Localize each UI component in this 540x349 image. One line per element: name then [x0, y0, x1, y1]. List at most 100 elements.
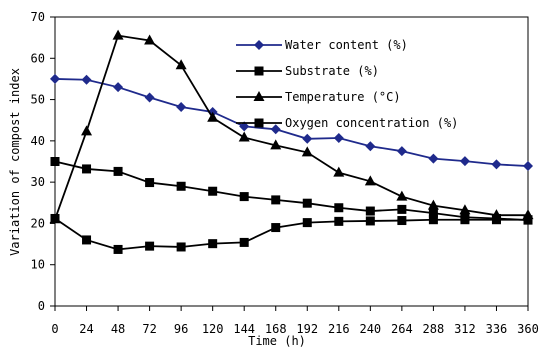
legend-item-1: Water content (%) [236, 38, 408, 52]
legend-label: Substrate (%) [285, 64, 379, 78]
x-tick-label: 192 [296, 322, 318, 336]
x-tick-label: 0 [51, 322, 58, 336]
data-point [113, 82, 124, 93]
data-point [176, 242, 186, 252]
legend-label: Temperature (°C) [285, 90, 401, 104]
y-tick-label: 70 [31, 10, 45, 24]
data-point [113, 166, 123, 176]
data-point [365, 141, 376, 152]
data-point [270, 139, 282, 150]
data-point [302, 133, 313, 144]
data-point [207, 111, 219, 122]
x-tick-label: 168 [265, 322, 287, 336]
legend-label: Oxygen concentration (%) [285, 116, 458, 130]
legend-marker [254, 118, 264, 128]
data-point [270, 124, 281, 135]
data-point [333, 166, 345, 177]
data-point [523, 161, 533, 172]
data-point [459, 204, 471, 215]
series-4 [50, 213, 533, 254]
series-3 [49, 29, 534, 224]
data-point [50, 213, 60, 223]
x-tick-label: 216 [328, 322, 350, 336]
data-point [428, 208, 438, 218]
data-point [396, 190, 408, 201]
series-line [54, 217, 528, 251]
series-2 [50, 157, 533, 225]
data-point [365, 206, 375, 216]
series-line [54, 78, 529, 167]
data-point [239, 237, 249, 247]
data-point [333, 132, 344, 143]
y-axis-ticks: 0 10 20 30 40 50 60 70 [31, 10, 55, 313]
x-tick-label: 240 [359, 322, 381, 336]
data-point [271, 195, 281, 205]
legend-marker [253, 91, 265, 101]
x-tick-label: 72 [142, 322, 156, 336]
data-point [113, 244, 123, 254]
data-point [239, 121, 250, 132]
x-tick-label: 312 [454, 322, 476, 336]
data-point [491, 215, 501, 225]
data-point [82, 164, 92, 174]
series-line [54, 34, 528, 220]
x-tick-label: 144 [233, 322, 255, 336]
data-point [82, 235, 92, 245]
data-point [302, 218, 312, 228]
data-point [208, 186, 218, 196]
y-tick-label: 50 [31, 93, 45, 107]
legend-item-4: Oxygen concentration (%) [236, 116, 458, 130]
y-tick-label: 10 [31, 258, 45, 272]
data-point [175, 59, 187, 70]
data-point [208, 239, 218, 249]
y-tick-label: 40 [31, 134, 45, 148]
x-tick-label: 120 [202, 322, 224, 336]
legend-item-3: Temperature (°C) [236, 90, 401, 104]
legend-marker [254, 66, 264, 76]
x-axis-ticks: 0 24 48 72 96 120 144 168 192 216 240 264 288 312 336 3… [51, 306, 539, 336]
data-point [397, 216, 407, 226]
x-tick-label: 24 [79, 322, 93, 336]
data-point [144, 92, 155, 103]
data-point [334, 203, 344, 213]
data-point [239, 192, 249, 202]
legend-label: Water content (%) [285, 38, 408, 52]
data-point [145, 241, 155, 251]
data-point [364, 175, 376, 186]
y-tick-label: 60 [31, 51, 45, 65]
data-point [428, 153, 439, 164]
data-point [50, 73, 60, 84]
data-point [81, 125, 93, 136]
data-point [491, 159, 502, 170]
data-point [397, 204, 407, 214]
data-point [50, 157, 60, 166]
data-point [176, 102, 187, 113]
plot-frame [54, 16, 529, 307]
plot-border [54, 16, 529, 307]
data-point [334, 216, 344, 226]
x-tick-label: 48 [111, 322, 125, 336]
y-tick-label: 20 [31, 216, 45, 230]
data-point [112, 29, 124, 40]
x-tick-label: 360 [517, 322, 539, 336]
x-tick-label: 96 [174, 322, 188, 336]
data-point [271, 223, 281, 233]
x-axis-title: Time (h) [248, 334, 306, 348]
legend: Water content (%) Substrate (%) Temperatur… [236, 38, 458, 130]
data-point [145, 178, 155, 188]
x-tick-label: 336 [486, 322, 508, 336]
y-tick-label: 0 [38, 299, 45, 313]
series-line [54, 160, 529, 222]
data-point [176, 181, 186, 191]
y-tick-label: 30 [31, 175, 45, 189]
data-point [238, 131, 250, 142]
x-tick-label: 264 [391, 322, 413, 336]
data-point [144, 34, 156, 45]
data-point [365, 216, 375, 226]
legend-item-2: Substrate (%) [236, 64, 379, 78]
data-point [523, 215, 533, 225]
data-point [459, 156, 470, 167]
data-point [301, 146, 313, 157]
data-point [302, 198, 312, 208]
